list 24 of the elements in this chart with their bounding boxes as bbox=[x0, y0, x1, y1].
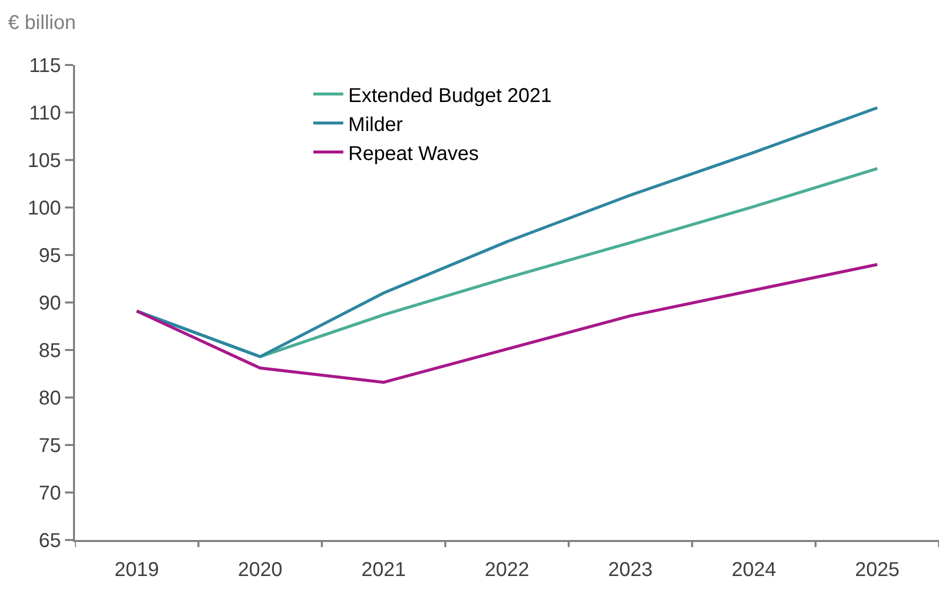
y-tick-label: 75 bbox=[38, 435, 61, 457]
y-tick-label: 105 bbox=[28, 150, 61, 172]
legend-label: Milder bbox=[348, 114, 404, 136]
legend-label: Repeat Waves bbox=[348, 142, 479, 165]
x-tick-label: 2025 bbox=[855, 559, 900, 581]
y-tick-label: 80 bbox=[38, 388, 61, 410]
x-tick-label: 2022 bbox=[484, 559, 530, 581]
y-tick-label: 100 bbox=[28, 198, 61, 220]
line-series bbox=[135, 263, 879, 384]
x-tick-label: 2020 bbox=[238, 559, 282, 581]
y-tick-label: 115 bbox=[29, 55, 61, 77]
x-tick-label: 2023 bbox=[608, 559, 653, 581]
y-tick-label: 95 bbox=[38, 245, 61, 267]
y-tick-label: 85 bbox=[38, 340, 61, 362]
y-tick-label: 70 bbox=[38, 482, 61, 504]
y-axis-title: € billion bbox=[8, 12, 76, 34]
x-tick-label: 2024 bbox=[732, 559, 776, 581]
y-tick-label: 90 bbox=[38, 292, 61, 314]
y-tick-label: 110 bbox=[29, 102, 61, 124]
x-tick-label: 2021 bbox=[361, 559, 406, 581]
line-series bbox=[135, 106, 879, 358]
legend-label: Extended Budget 2021 bbox=[348, 84, 552, 107]
x-tick-label: 2019 bbox=[114, 559, 159, 581]
y-tick-label: 65 bbox=[38, 530, 61, 552]
